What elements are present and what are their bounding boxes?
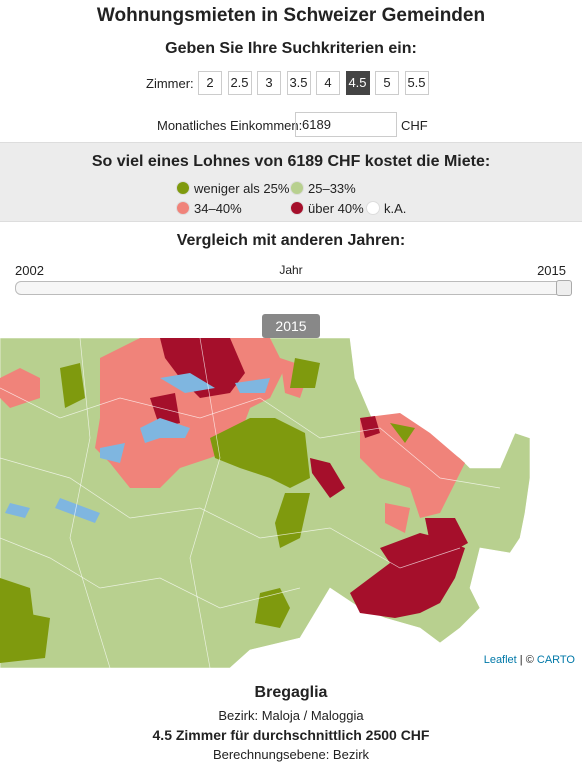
rooms-label: Zimmer:: [146, 76, 194, 91]
room-button[interactable]: 5: [375, 71, 399, 95]
legend-swatch: [366, 201, 380, 215]
year-badge: 2015: [262, 314, 320, 338]
attribution: Leaflet | © CARTO: [480, 654, 578, 666]
room-button[interactable]: 2.5: [227, 71, 252, 95]
legend-panel: So viel eines Lohnes von 6189 CHF kostet…: [0, 142, 582, 222]
legend-label: k.A.: [384, 201, 407, 216]
income-unit: CHF: [401, 118, 428, 133]
map[interactable]: [0, 338, 582, 668]
room-button[interactable]: 3: [257, 71, 281, 95]
income-label: Monatliches Einkommen:: [157, 118, 303, 133]
year-start: 2002: [15, 263, 44, 278]
room-button[interactable]: 2: [198, 71, 222, 95]
info-summary: 4.5 Zimmer für durchschnittlich 2500 CHF: [152, 727, 430, 743]
legend-label: über 40%: [308, 201, 364, 216]
legend-swatch: [176, 181, 190, 195]
room-button[interactable]: 4.5: [345, 71, 370, 95]
year-end: 2015: [537, 263, 566, 278]
attribution-link[interactable]: CARTO: [536, 654, 575, 666]
legend-item: 34–40%: [176, 201, 242, 216]
legend-item: über 40%: [290, 201, 364, 216]
legend-label: weniger als 25%: [194, 181, 290, 196]
attribution-sep: | ©: [519, 654, 534, 666]
years-title: Vergleich mit anderen Jahren:: [176, 232, 406, 249]
room-button[interactable]: 4: [316, 71, 340, 95]
title: Wohnungsmieten in Schweizer Gemeinden: [96, 5, 486, 26]
room-button[interactable]: 3.5: [286, 71, 311, 95]
room-button[interactable]: 5.5: [404, 71, 429, 95]
legend-item: k.A.: [366, 201, 406, 216]
income-input[interactable]: 6189: [295, 112, 397, 137]
subtitle: Geben Sie Ihre Suchkriterien ein:: [165, 40, 417, 57]
legend-label: 25–33%: [308, 181, 356, 196]
legend-label: 34–40%: [194, 201, 242, 216]
info-name: Bregaglia: [254, 684, 328, 701]
info-district: Bezirk: Maloja / Maloggia: [218, 708, 364, 723]
attribution-link[interactable]: Leaflet: [483, 654, 517, 666]
legend-swatch: [290, 201, 304, 215]
legend-swatch: [290, 181, 304, 195]
legend-title: So viel eines Lohnes von 6189 CHF kostet…: [91, 153, 491, 170]
legend-item: 25–33%: [290, 181, 356, 196]
legend-item: weniger als 25%: [176, 181, 289, 196]
year-axis-label: Jahr: [279, 263, 303, 277]
slider-handle[interactable]: [556, 280, 572, 296]
info-level: Berechnungsebene: Bezirk: [212, 747, 370, 762]
year-slider[interactable]: [15, 280, 572, 296]
legend-swatch: [176, 201, 190, 215]
